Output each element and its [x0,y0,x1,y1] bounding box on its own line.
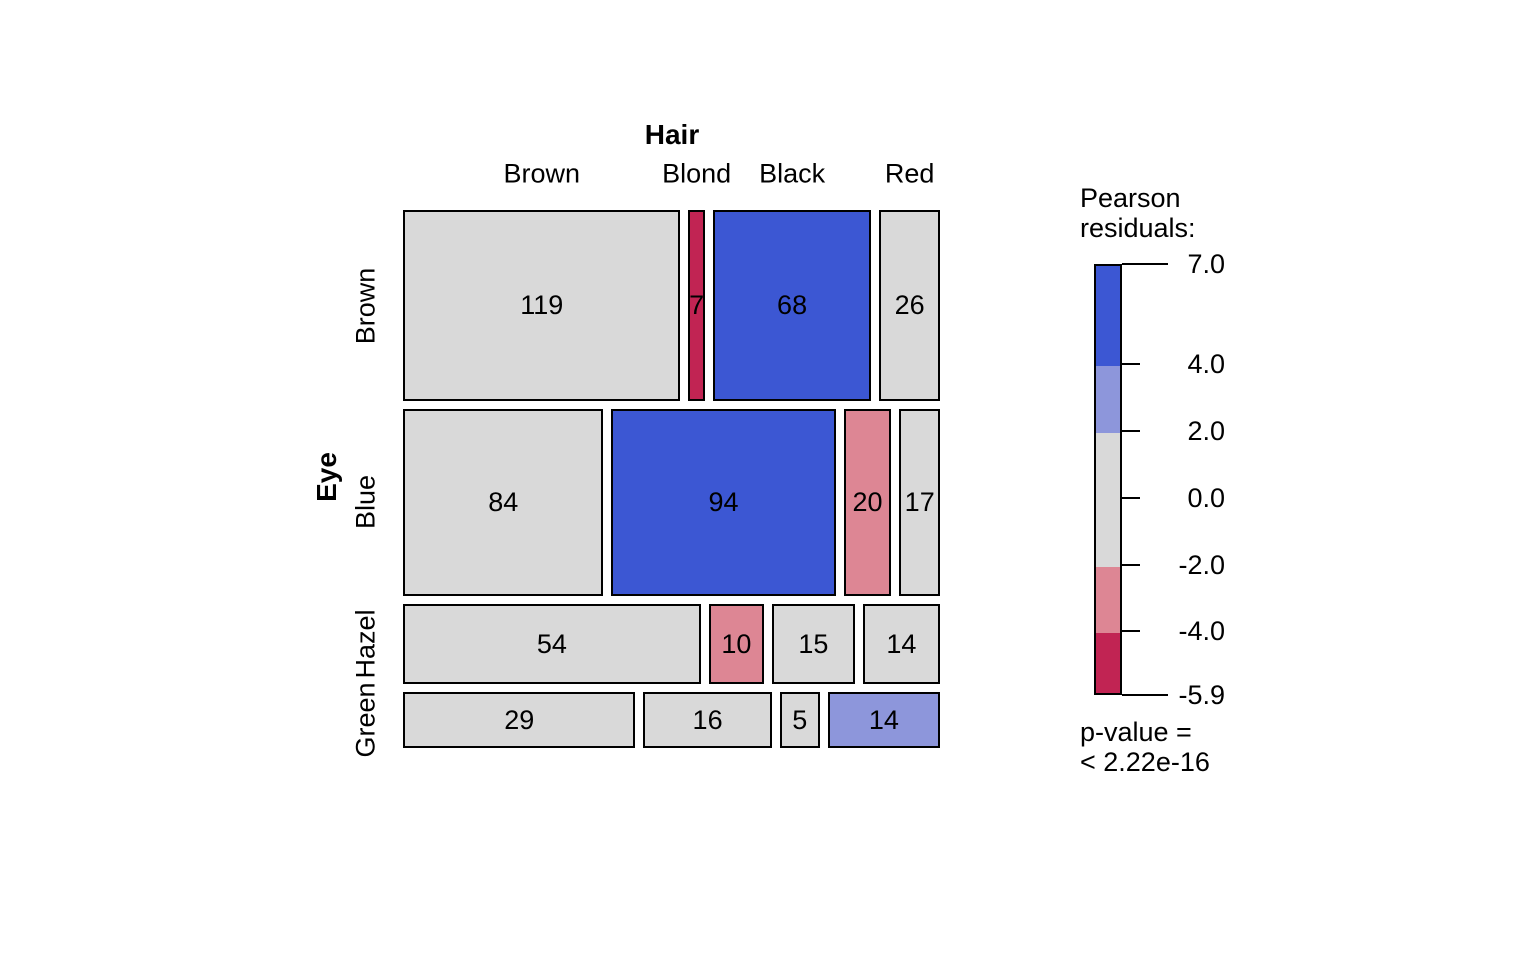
legend-colorbar-frame [1094,264,1122,695]
column-label: Black [759,158,826,189]
mosaic-cell: 26 [879,210,940,401]
legend-colorbar-segment [1096,433,1120,567]
mosaic-cell: 68 [712,210,872,401]
cell-count: 5 [792,704,808,735]
mosaic-cell: 54 [403,603,701,685]
legend-colorbar-segment [1096,366,1120,433]
legend-tick-label: 2.0 [1187,416,1225,446]
legend-title-line2: residuals: [1080,213,1196,243]
row-label: Hazel [350,609,381,679]
mosaic-cell: 14 [827,692,940,748]
legend-tick-label: 0.0 [1187,482,1225,513]
cell-count: 10 [721,628,752,659]
legend-title-line1: Pearson [1080,183,1181,213]
x-axis-title: Hair [644,119,700,150]
legend-colorbar-segment [1096,633,1120,693]
mosaic-cell: 15 [772,603,855,685]
legend-tick-line [1122,363,1140,366]
y-axis-title: Eye [311,452,342,502]
mosaic-cell: 5 [779,692,820,748]
cell-count: 7 [689,290,705,320]
mosaic-cell: 16 [643,692,772,748]
cell-count: 20 [852,486,883,517]
mosaic-cell: 14 [862,603,940,685]
mosaic-cell: 119 [403,210,681,401]
mosaic-cell: 7 [688,210,705,401]
cell-count: 14 [868,704,899,735]
p-value-line2: < 2.22e-16 [1080,747,1210,777]
mosaic-cell: 84 [403,409,604,596]
cell-count: 68 [777,290,808,320]
legend-tick-line [1122,496,1140,499]
cell-count: 54 [536,628,567,659]
legend-tick-line [1122,263,1168,265]
mosaic-cell: 17 [899,409,940,596]
legend-tick-label: -4.0 [1178,616,1225,647]
cell-count: 26 [894,290,925,320]
legend-tick-label: -2.0 [1178,549,1225,580]
legend-tick-label: 4.0 [1187,349,1225,380]
legend-colorbar-segment [1096,266,1120,367]
cell-count: 119 [520,290,564,320]
mosaic-cell: 94 [611,409,836,596]
legend-tick-label: 7.0 [1187,249,1225,279]
column-label: Blond [662,158,732,189]
legend-tick-label: -5.9 [1178,679,1225,710]
column-label: Red [884,158,935,189]
cell-count: 15 [798,628,829,659]
cell-count: 84 [488,486,519,517]
legend-tick-line [1122,563,1140,566]
legend-colorbar-segment [1096,566,1120,634]
cell-count: 16 [692,704,723,735]
cell-count: 14 [886,628,917,659]
mosaic-cell: 29 [403,692,636,748]
legend-title: Pearson residuals: [1080,183,1196,243]
legend-p-value: p-value = < 2.22e-16 [1080,717,1210,777]
cell-count: 17 [904,486,935,517]
legend-tick-line [1122,630,1140,633]
row-label: Blue [350,475,381,530]
legend-tick-line [1122,693,1168,696]
cell-count: 29 [504,704,535,735]
row-label: Brown [350,267,381,344]
cell-count: 94 [708,486,739,517]
legend-tick-line [1122,430,1140,432]
mosaic-cell: 10 [708,603,765,685]
column-label: Brown [503,158,580,189]
p-value-line1: p-value = [1080,717,1192,747]
row-label: Green [350,682,381,758]
mosaic-cell: 20 [843,409,892,596]
